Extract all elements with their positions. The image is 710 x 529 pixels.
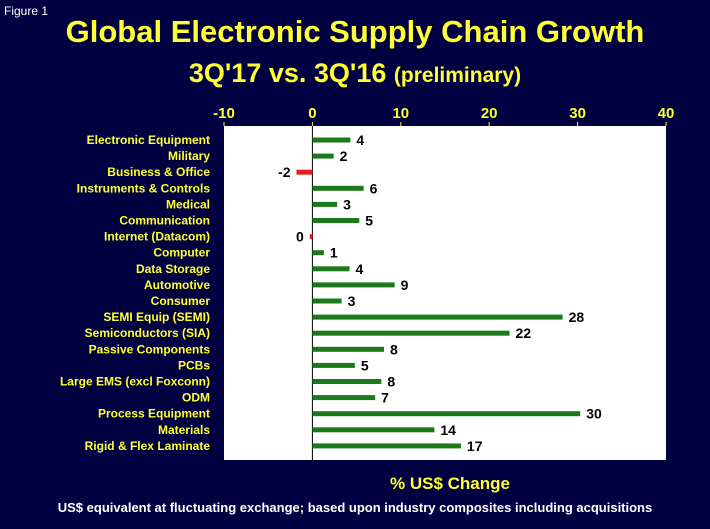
bar (312, 266, 350, 272)
category-label: Rigid & Flex Laminate (85, 439, 211, 453)
bar (312, 443, 461, 449)
category-label: Internet (Datacom) (104, 230, 210, 244)
x-axis-label: % US$ Change (390, 474, 510, 493)
category-label: ODM (182, 391, 210, 405)
category-label: PCBs (178, 358, 210, 372)
data-label: 0 (296, 229, 304, 245)
bar (312, 379, 382, 384)
data-label: 2 (340, 148, 348, 164)
data-label: 5 (365, 213, 373, 229)
data-label: 30 (586, 406, 602, 422)
data-label: 17 (467, 438, 483, 454)
category-label: Consumer (151, 294, 211, 308)
bar (312, 153, 334, 159)
category-label: Process Equipment (98, 407, 210, 421)
bar (312, 427, 435, 433)
data-label: 4 (356, 132, 364, 148)
category-label: Military (168, 149, 210, 163)
bar (312, 330, 510, 336)
category-label: Computer (153, 246, 210, 260)
data-label: 28 (569, 309, 585, 325)
data-label: 9 (401, 277, 409, 293)
data-label: 4 (356, 261, 364, 277)
data-label: 8 (390, 341, 398, 357)
data-label: 14 (440, 422, 456, 438)
category-label: Data Storage (136, 262, 210, 276)
bar (312, 185, 364, 191)
bar (296, 169, 313, 175)
chart-title: Global Electronic Supply Chain Growth (65, 14, 645, 49)
bar (312, 314, 563, 320)
data-label: 5 (361, 357, 369, 373)
category-label: Automotive (144, 278, 210, 292)
bar (312, 201, 338, 207)
category-label: Business & Office (107, 165, 210, 179)
data-label: -2 (278, 164, 291, 180)
data-label: 22 (516, 325, 532, 341)
plot-area (224, 126, 666, 460)
data-label: 7 (381, 390, 389, 406)
category-label: Instruments & Controls (77, 181, 211, 195)
x-tick-label: 10 (392, 105, 409, 122)
x-tick-label: -10 (213, 105, 235, 122)
category-label: Large EMS (excl Foxconn) (60, 375, 210, 389)
subtitle-main: 3Q'17 vs. 3Q'16 (188, 58, 387, 88)
data-label: 8 (387, 374, 395, 390)
bar (312, 137, 351, 143)
bar (312, 250, 324, 256)
x-tick-label: 0 (308, 105, 316, 122)
bar (312, 282, 395, 288)
bar (312, 362, 355, 368)
bar (312, 346, 385, 352)
category-label: SEMI Equip (SEMI) (103, 310, 210, 324)
x-tick-label: 30 (569, 105, 586, 122)
bar (312, 298, 342, 304)
chart-subtitle: 3Q'17 vs. 3Q'16 (preliminary) (0, 58, 710, 89)
data-label: 1 (330, 245, 338, 261)
data-label: 6 (370, 180, 378, 196)
subtitle-note: (preliminary) (393, 64, 522, 87)
data-label: 3 (348, 293, 356, 309)
category-label: Semiconductors (SIA) (85, 326, 210, 340)
bar (312, 395, 376, 401)
category-label: Passive Components (89, 342, 211, 356)
bar (312, 218, 360, 223)
footnote: US$ equivalent at fluctuating exchange; … (57, 500, 653, 515)
category-label: Electronic Equipment (87, 133, 210, 147)
bar (309, 234, 313, 240)
data-label: 3 (343, 196, 351, 212)
bar (312, 411, 581, 417)
figure-label: Figure 1 (4, 4, 49, 18)
category-label: Medical (166, 197, 210, 211)
x-tick-label: 40 (658, 105, 675, 122)
category-label: Materials (158, 423, 210, 437)
category-label: Communication (119, 214, 210, 228)
x-tick-label: 20 (481, 105, 498, 122)
